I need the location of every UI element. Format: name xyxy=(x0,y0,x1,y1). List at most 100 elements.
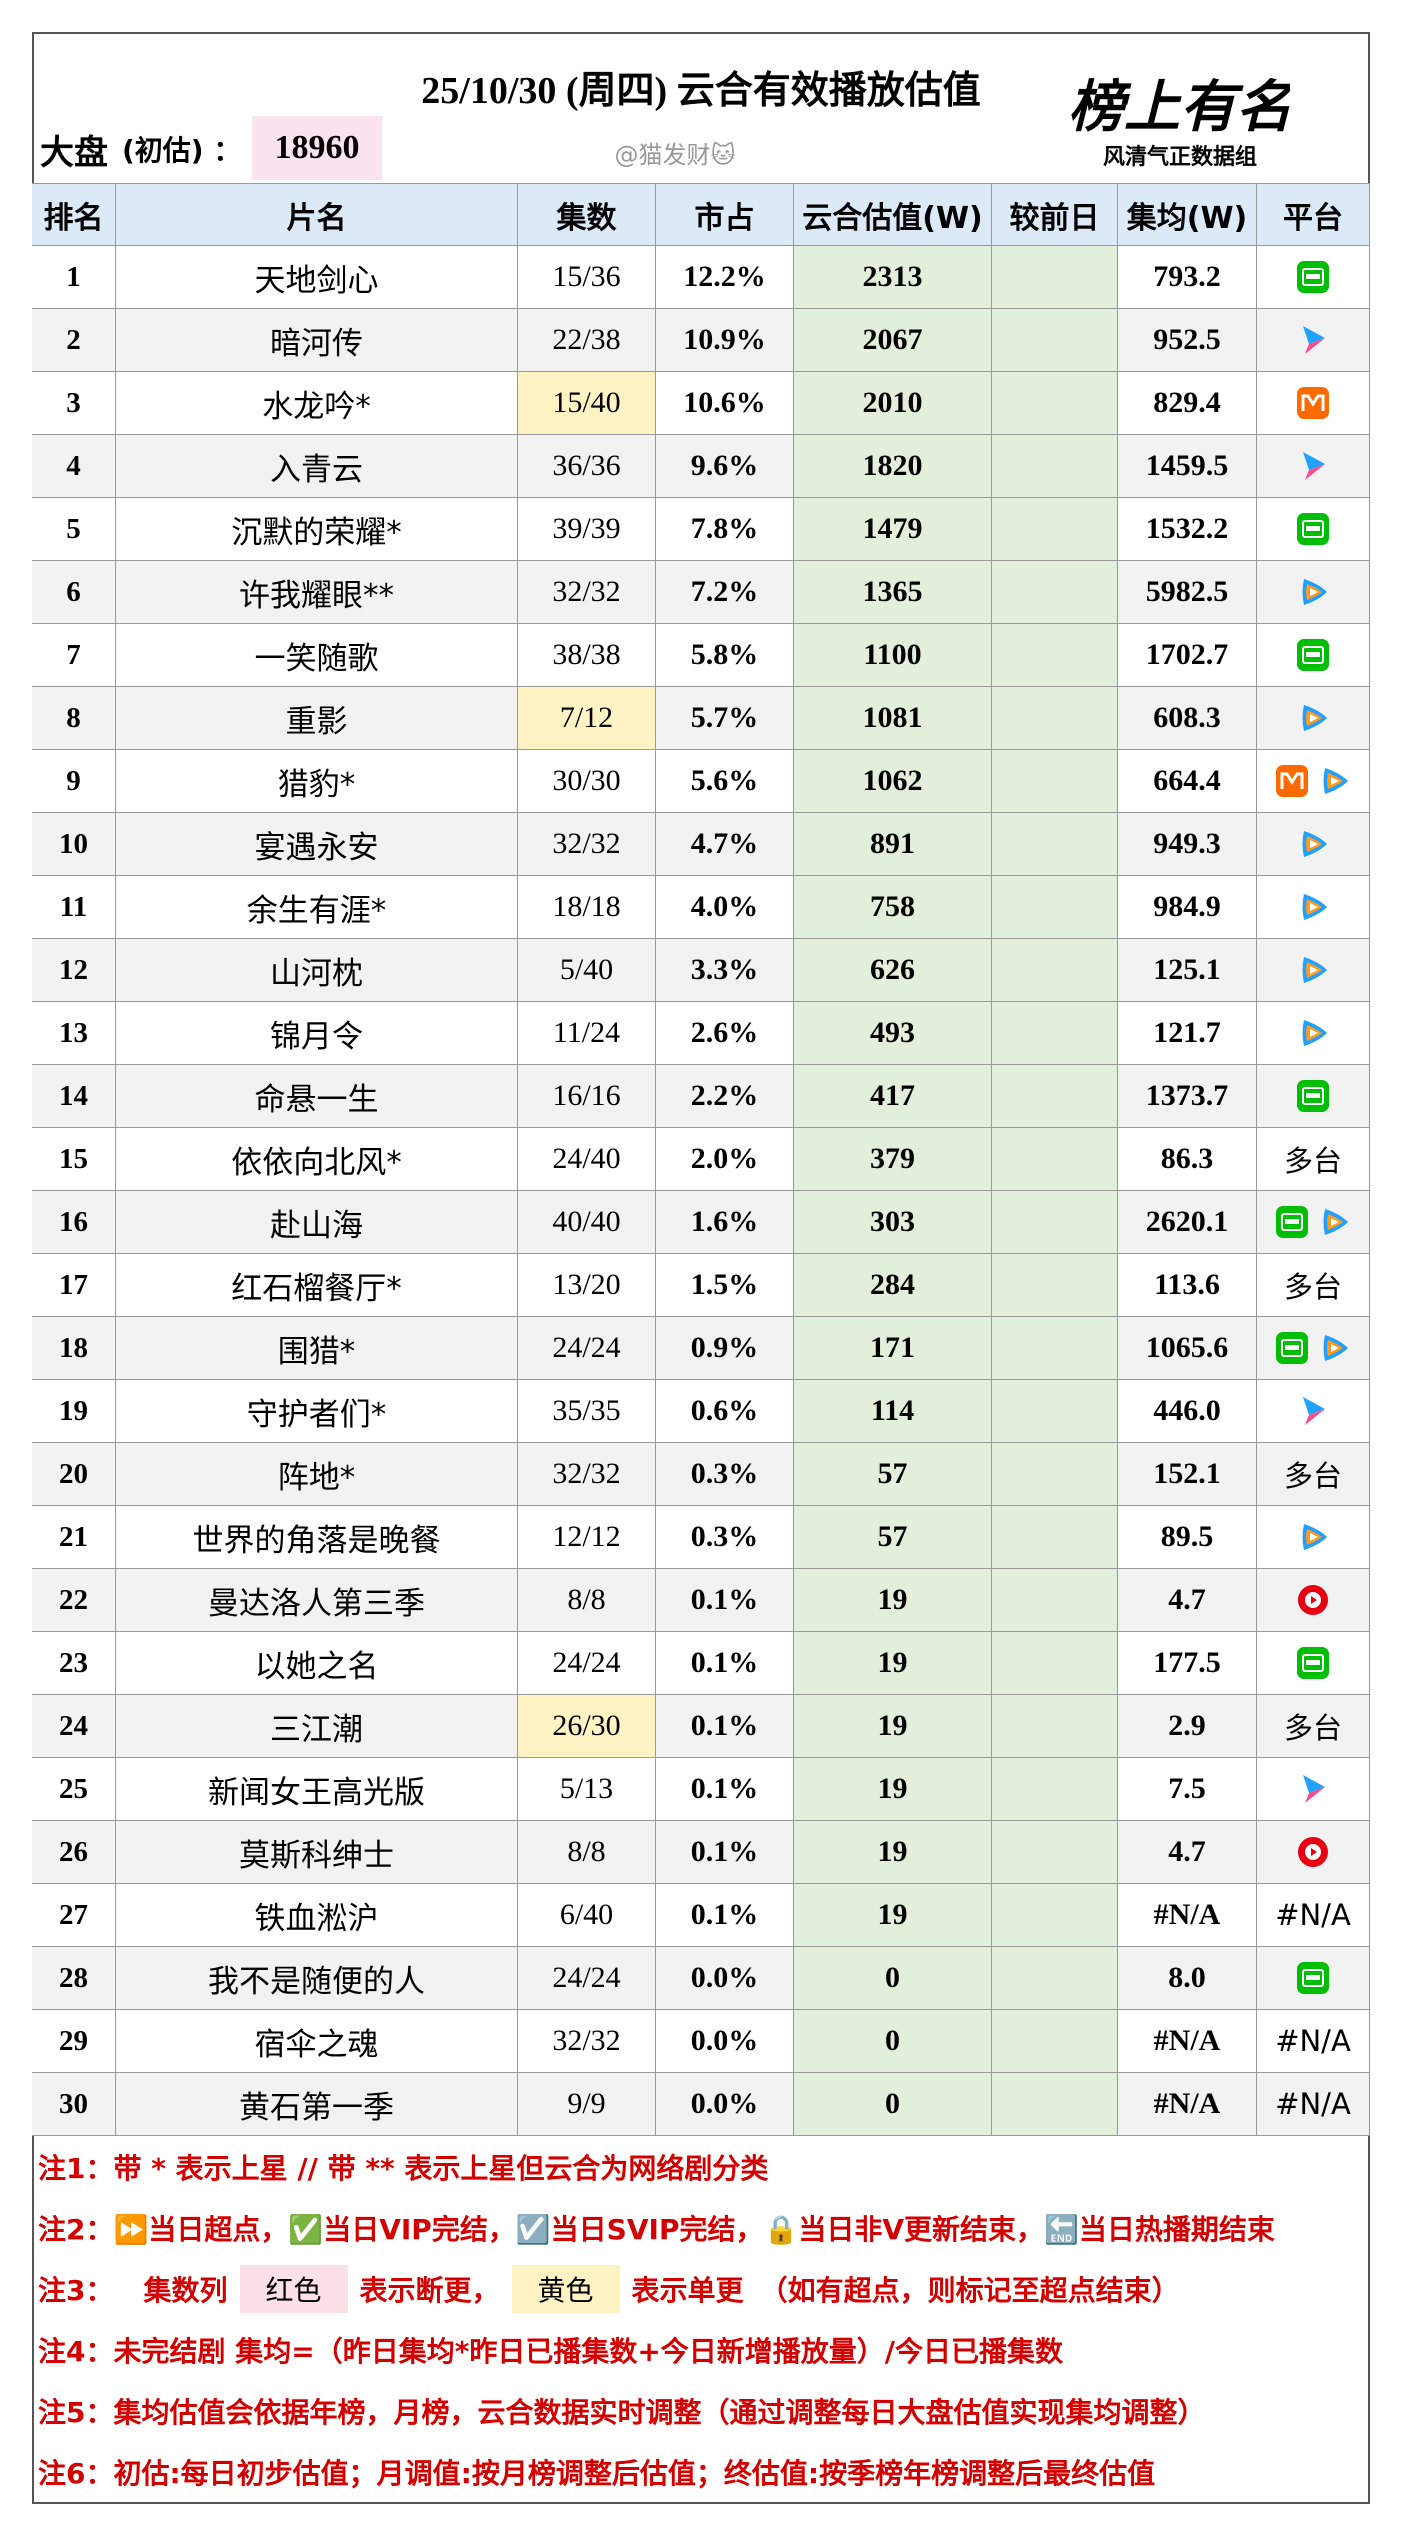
note-label: 注2： xyxy=(38,2212,114,2246)
change xyxy=(992,1002,1118,1065)
episode-average: 829.4 xyxy=(1118,372,1257,435)
rank: 12 xyxy=(32,939,116,1002)
share: 5.6% xyxy=(656,750,794,813)
platform xyxy=(1257,1380,1370,1443)
episodes: 13/20 xyxy=(518,1254,656,1317)
episode-average: 1532.2 xyxy=(1118,498,1257,561)
note: 注2： ⏩当日超点，✅当日VIP完结，☑️当日SVIP完结，🔒当日非V更新结束，🔚… xyxy=(38,2197,1364,2258)
episodes: 24/24 xyxy=(518,1317,656,1380)
platform-icon xyxy=(1297,1080,1329,1112)
episodes: 24/24 xyxy=(518,1947,656,2010)
change xyxy=(992,750,1118,813)
episode-average: #N/A xyxy=(1118,2073,1257,2136)
estimate: 57 xyxy=(794,1443,992,1506)
estimate: 626 xyxy=(794,939,992,1002)
estimate: 19 xyxy=(794,1569,992,1632)
platform: 多台 xyxy=(1257,1128,1370,1191)
change xyxy=(992,876,1118,939)
estimate: 57 xyxy=(794,1506,992,1569)
share: 1.5% xyxy=(656,1254,794,1317)
episode-average: 2620.1 xyxy=(1118,1191,1257,1254)
episode-average: 446.0 xyxy=(1118,1380,1257,1443)
note-label: 注5： xyxy=(38,2395,114,2429)
platform xyxy=(1257,1821,1370,1884)
episode-average: 113.6 xyxy=(1118,1254,1257,1317)
episodes: 32/32 xyxy=(518,813,656,876)
estimate: 1479 xyxy=(794,498,992,561)
episodes: 8/8 xyxy=(518,1569,656,1632)
note: 注5： 集均估值会依据年榜，月榜，云合数据实时调整（通过调整每日大盘估值实现集均调… xyxy=(38,2380,1364,2441)
estimate: 0 xyxy=(794,2010,992,2073)
episode-average: 664.4 xyxy=(1118,750,1257,813)
title: 黄石第一季 xyxy=(116,2073,518,2136)
rank: 24 xyxy=(32,1695,116,1758)
platform: 多台 xyxy=(1257,1443,1370,1506)
share: 0.3% xyxy=(656,1443,794,1506)
change xyxy=(992,2010,1118,2073)
market-note: (初估) ： xyxy=(122,134,242,167)
episodes: 8/8 xyxy=(518,1821,656,1884)
episode-average: 121.7 xyxy=(1118,1002,1257,1065)
title: 锦月令 xyxy=(116,1002,518,1065)
share: 12.2% xyxy=(656,246,794,309)
change xyxy=(992,939,1118,1002)
change xyxy=(992,1065,1118,1128)
estimate: 2010 xyxy=(794,372,992,435)
episode-average: 5982.5 xyxy=(1118,561,1257,624)
rank: 18 xyxy=(32,1317,116,1380)
share: 0.1% xyxy=(656,1758,794,1821)
note: 注4： 未完结剧 集均=（昨日集均*昨日已播集数+今日新增播放量）/今日已播集数 xyxy=(38,2319,1364,2380)
episodes: 32/32 xyxy=(518,1443,656,1506)
estimate: 114 xyxy=(794,1380,992,1443)
estimate: 1820 xyxy=(794,435,992,498)
episodes: 22/38 xyxy=(518,309,656,372)
episode-average: 4.7 xyxy=(1118,1569,1257,1632)
rank: 25 xyxy=(32,1758,116,1821)
note-text: （如有超点，则标记至超点结束） xyxy=(759,2273,1180,2307)
rank: 6 xyxy=(32,561,116,624)
note-text: 初估:每日初步估值；月调值:按月榜调整后估值；终估值:按季榜年榜调整后最终估值 xyxy=(113,2456,1156,2490)
change xyxy=(992,1632,1118,1695)
estimate: 417 xyxy=(794,1065,992,1128)
platform xyxy=(1257,876,1370,939)
rank: 23 xyxy=(32,1632,116,1695)
title: 曼达洛人第三季 xyxy=(116,1569,518,1632)
rank: 16 xyxy=(32,1191,116,1254)
share: 0.1% xyxy=(656,1821,794,1884)
title: 宴遇永安 xyxy=(116,813,518,876)
share: 3.3% xyxy=(656,939,794,1002)
change xyxy=(992,1191,1118,1254)
share: 0.1% xyxy=(656,1695,794,1758)
share: 1.6% xyxy=(656,1191,794,1254)
share: 0.0% xyxy=(656,2073,794,2136)
share: 0.9% xyxy=(656,1317,794,1380)
episodes: 16/16 xyxy=(518,1065,656,1128)
title: 新闻女王高光版 xyxy=(116,1758,518,1821)
title: 宿伞之魂 xyxy=(116,2010,518,2073)
title: 莫斯科绅士 xyxy=(116,1821,518,1884)
rank: 19 xyxy=(32,1380,116,1443)
change xyxy=(992,1128,1118,1191)
share: 9.6% xyxy=(656,435,794,498)
platform xyxy=(1257,1191,1370,1254)
note-label: 注6： xyxy=(38,2456,114,2490)
platform: #N/A xyxy=(1257,2010,1370,2073)
episodes: 24/24 xyxy=(518,1632,656,1695)
platform xyxy=(1257,687,1370,750)
note-label: 注3： xyxy=(38,2273,114,2307)
title: 依依向北风* xyxy=(116,1128,518,1191)
change xyxy=(992,624,1118,687)
note-text: 表示单更 xyxy=(631,2273,744,2307)
title: 命悬一生 xyxy=(116,1065,518,1128)
episode-average: 4.7 xyxy=(1118,1821,1257,1884)
rank: 30 xyxy=(32,2073,116,2136)
rank: 17 xyxy=(32,1254,116,1317)
episodes: 15/36 xyxy=(518,246,656,309)
title: 25/10/30 (周四) 云合有效播放估值 xyxy=(421,69,981,112)
title: 赴山海 xyxy=(116,1191,518,1254)
share: 10.9% xyxy=(656,309,794,372)
share: 5.8% xyxy=(656,624,794,687)
title: 一笑随歌 xyxy=(116,624,518,687)
platform xyxy=(1257,372,1370,435)
rank: 5 xyxy=(32,498,116,561)
